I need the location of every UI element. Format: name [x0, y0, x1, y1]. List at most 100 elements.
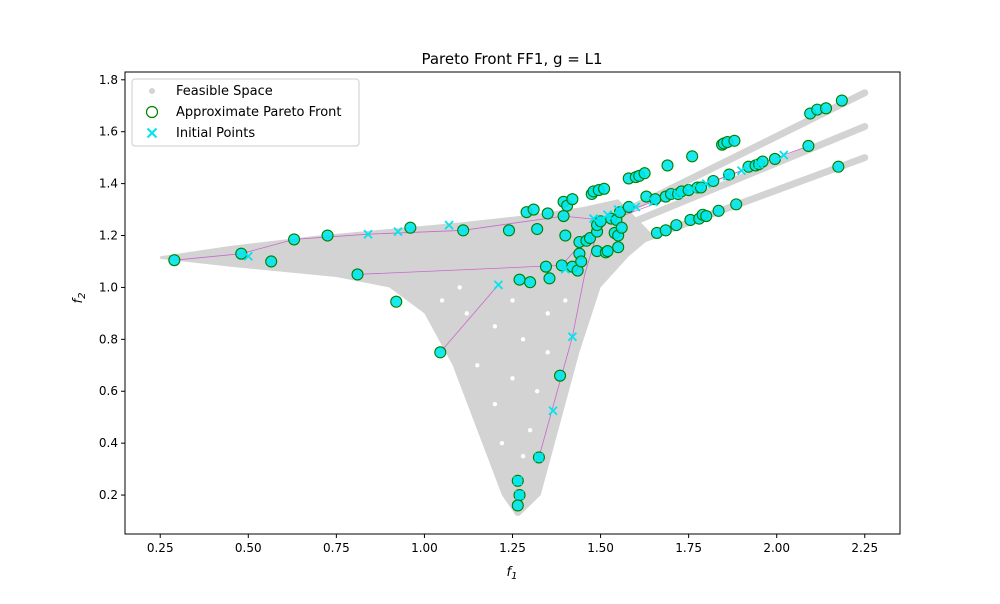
feasible-band-1: [597, 123, 869, 240]
legend-pareto-marker: [145, 105, 159, 119]
pareto-point: [686, 150, 699, 163]
pareto-point: [802, 139, 815, 153]
pareto-point: [712, 204, 725, 217]
pareto-point: [819, 102, 833, 115]
pareto-point: [321, 229, 334, 242]
chart-title: Pareto Front FF1, g = L1: [421, 50, 602, 68]
pareto-point: [531, 222, 544, 236]
optimization-path-2: [439, 284, 499, 353]
initial-point: [648, 197, 659, 207]
x-axis-ticks: 0.25 0.50 0.75 1.00 1.25 1.50 1.75 2.00 2.25: [147, 534, 878, 555]
feasible-gap: [492, 402, 498, 407]
feasible-gap: [457, 285, 462, 290]
y-axis-label-sub: 2: [77, 293, 88, 299]
pareto-point: [288, 233, 301, 246]
y-tick-label: 1.6: [99, 125, 118, 139]
feasible-gap: [464, 311, 469, 316]
initial-point: [722, 171, 733, 181]
x-axis-label: f1: [507, 565, 518, 582]
pareto-point: [768, 152, 781, 165]
pareto-point: [502, 224, 516, 237]
pareto-point: [730, 198, 743, 211]
pareto-point: [265, 255, 278, 268]
legend-initial-marker: [146, 127, 158, 139]
pareto-point: [527, 203, 540, 216]
initial-point: [243, 251, 253, 261]
initial-point: [595, 215, 606, 225]
feasible-gap: [545, 350, 550, 355]
legend: Feasible Space Approximate Pareto Front …: [131, 78, 360, 147]
pareto-point: [513, 273, 526, 286]
y-tick-label: 1.4: [99, 177, 118, 191]
x-tick-label: 0.25: [147, 541, 174, 555]
x-tick-label: 1.75: [675, 541, 702, 555]
pareto-point: [434, 346, 447, 359]
initial-point: [687, 184, 697, 194]
pareto-point: [832, 160, 845, 173]
legend-initial-label: Initial Points: [176, 126, 255, 141]
initial-point: [779, 150, 789, 160]
y-axis-ticks: 0.2 0.4 0.6 0.8 1.0 1.2 1.4 1.6 1.8: [99, 73, 125, 502]
pareto-point: [700, 210, 713, 223]
pareto-point: [168, 254, 181, 267]
feasible-gap: [439, 298, 445, 303]
initial-point: [493, 280, 504, 290]
y-tick-label: 1.0: [99, 280, 118, 294]
pareto-point: [661, 159, 674, 172]
pareto-point: [575, 255, 588, 268]
feasible-gap: [520, 337, 526, 342]
pareto-point: [601, 245, 614, 258]
y-tick-label: 1.8: [99, 73, 118, 87]
initial-point: [534, 452, 544, 463]
x-tick-label: 1.00: [411, 541, 438, 555]
feasible-gap: [510, 376, 515, 381]
x-tick-label: 1.25: [499, 541, 526, 555]
pareto-point: [835, 94, 848, 107]
feasible-gap: [563, 298, 568, 303]
initial-point: [444, 220, 454, 230]
pareto-point: [659, 224, 672, 237]
pareto-point: [511, 499, 524, 512]
pareto-point: [557, 210, 570, 223]
feasible-gap: [520, 453, 526, 459]
initial-point: [514, 490, 525, 500]
feasible-gap: [475, 363, 480, 368]
feasible-space-layer: [160, 89, 869, 516]
pareto-point: [543, 272, 556, 285]
pareto-point: [559, 229, 572, 242]
feasible-gap: [534, 389, 540, 394]
pareto-point: [638, 167, 651, 180]
pareto-point: [598, 182, 611, 195]
initial-point: [631, 202, 641, 212]
y-tick-label: 0.8: [99, 332, 118, 346]
pareto-point: [541, 207, 554, 220]
pareto-point: [728, 134, 741, 147]
x-tick-label: 2.25: [851, 541, 878, 555]
initial-point: [701, 178, 711, 189]
initial-point: [560, 264, 570, 274]
initial-point: [513, 476, 523, 486]
y-axis-label-main: f: [71, 296, 86, 303]
initial-point: [736, 165, 747, 176]
feasible-gap: [499, 440, 505, 446]
pareto-point: [390, 295, 403, 308]
initial-point: [613, 204, 623, 215]
legend-feasible-marker: [149, 88, 155, 94]
pareto-point: [694, 181, 708, 194]
feasible-gap: [527, 427, 533, 433]
initial-point: [393, 226, 403, 237]
legend-pareto-label: Approximate Pareto Front: [176, 105, 342, 120]
legend-box: [131, 78, 360, 147]
feasible-gap: [545, 311, 550, 316]
y-tick-label: 0.6: [99, 384, 118, 398]
initial-points-layer: [243, 150, 789, 500]
feasible-gap: [492, 324, 498, 329]
pareto-point: [457, 224, 470, 237]
initial-point: [548, 406, 558, 416]
y-tick-label: 0.4: [99, 436, 118, 450]
pareto-point: [566, 193, 579, 206]
pareto-front-layer: [168, 94, 848, 512]
x-axis-label-sub: 1: [511, 571, 517, 582]
pareto-point: [351, 268, 364, 281]
